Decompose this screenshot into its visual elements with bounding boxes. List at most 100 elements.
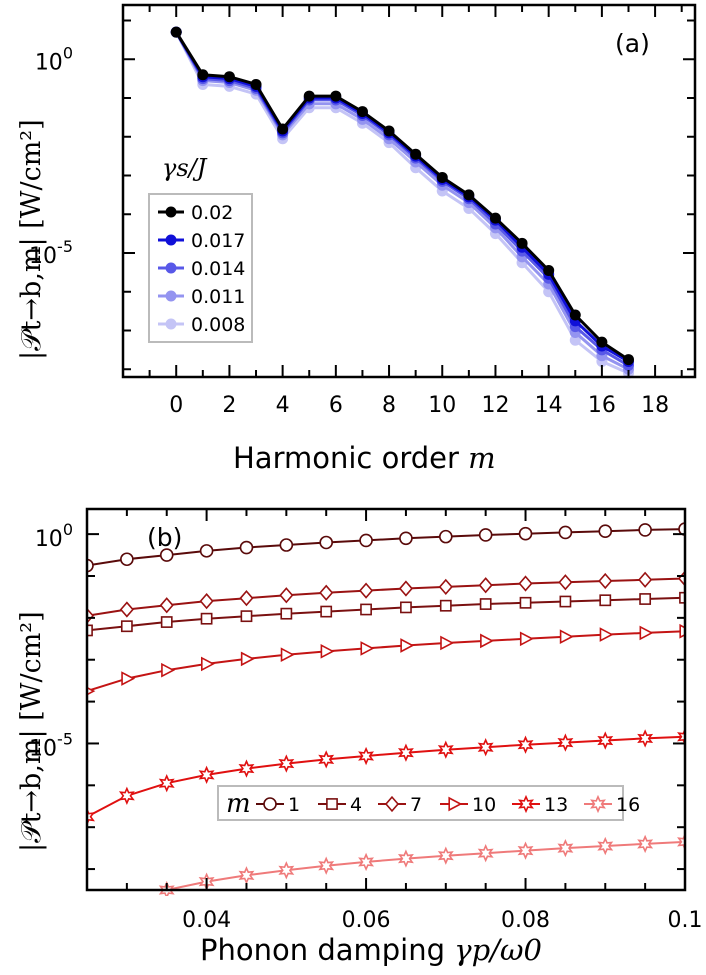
- data-point-b: [477, 843, 494, 863]
- data-point-b: [238, 866, 255, 885]
- data-point-b: [320, 605, 333, 618]
- panel-b-ticks: 0.04 0.06 0.08 0.1 100 10-5: [29, 509, 703, 933]
- series-line-b-4: [87, 596, 685, 632]
- panel-a-xlabel: Harmonic order m: [233, 441, 496, 475]
- data-point-b: [240, 651, 255, 667]
- x-tick-label-a: 10: [428, 393, 456, 418]
- y-tick-label-a: 10-5: [29, 237, 73, 269]
- data-point-b: [161, 662, 176, 678]
- panel-a-plot-area: [170, 26, 634, 379]
- series-line-b-16: [166, 840, 685, 891]
- data-point-b: [638, 523, 652, 537]
- y-tick-label-a: 100: [35, 43, 73, 75]
- series-line-b-10: [87, 630, 685, 693]
- data-point-b: [158, 774, 175, 793]
- legend-label-b: 1: [288, 794, 300, 816]
- data-point-b: [278, 861, 295, 880]
- legend-marker-a: [165, 290, 177, 302]
- data-point-b: [160, 616, 173, 628]
- series-line-b-7: [87, 577, 685, 617]
- data-point-b: [637, 729, 654, 748]
- x-tick-label-b: 0.1: [668, 908, 703, 933]
- panel-b-xlabel: Phonon damping γp/ω0: [200, 933, 542, 967]
- x-tick-label-a: 8: [382, 393, 396, 418]
- data-point-b: [558, 525, 573, 540]
- y-tick-label-b: 10-5: [29, 729, 73, 761]
- legend-marker-a: [165, 318, 177, 330]
- x-tick-label-a: 6: [329, 393, 343, 418]
- data-point-b: [159, 548, 174, 562]
- panel-b-plot-area: [87, 522, 685, 896]
- y-tick-label-b: 100: [35, 520, 73, 552]
- data-point-b: [400, 601, 412, 614]
- x-tick-label-a: 4: [276, 393, 290, 418]
- data-point-b: [480, 633, 494, 649]
- data-point-b: [397, 849, 414, 868]
- data-point-b: [198, 765, 215, 785]
- data-point-b: [397, 743, 414, 762]
- legend-label-b: 10: [472, 794, 496, 816]
- legend-marker-b: [384, 795, 400, 813]
- data-point-a: [223, 71, 235, 83]
- panel-a-ticks: 0 2 4 6 8 10 12 14 16 18 100 10-5: [29, 5, 695, 418]
- data-point-b: [517, 841, 534, 860]
- data-point-a: [197, 69, 209, 81]
- data-point-b: [478, 577, 493, 594]
- legend-title-a: γs/J: [162, 154, 208, 182]
- data-point-b: [557, 733, 574, 752]
- data-point-a: [277, 123, 289, 135]
- data-point-b: [677, 832, 685, 852]
- x-tick-label-a: 16: [588, 393, 616, 418]
- data-point-a: [516, 237, 528, 249]
- data-point-b: [598, 572, 613, 590]
- panel-b-ylabel: |𝒫t→b,m| [W/cm²]: [16, 611, 47, 852]
- data-point-b: [440, 635, 455, 651]
- panel-a-frame: [121, 3, 697, 379]
- data-point-b: [599, 627, 614, 642]
- data-point-b: [278, 754, 295, 773]
- data-point-a: [569, 334, 581, 346]
- data-point-a: [250, 78, 262, 90]
- panel-a-tag: (a): [615, 29, 650, 58]
- data-point-b: [597, 731, 614, 750]
- legend-marker-a: [165, 262, 177, 274]
- data-point-b: [438, 529, 453, 544]
- data-point-a: [436, 171, 448, 183]
- data-point-a: [489, 212, 501, 224]
- data-point-b: [199, 544, 214, 558]
- data-point-b: [557, 838, 574, 858]
- data-point-b: [280, 647, 295, 663]
- data-point-b: [478, 528, 493, 542]
- data-point-b: [638, 571, 653, 588]
- panel-b-tag: (b): [147, 523, 182, 552]
- legend-items-a: 0.02 0.017 0.014 0.011 0.008: [158, 202, 245, 336]
- data-point-b: [319, 535, 334, 550]
- legend-label-a: 0.014: [191, 258, 245, 280]
- legend-marker-b: [263, 797, 277, 811]
- data-point-b: [399, 531, 413, 546]
- x-tick-label-a: 14: [535, 393, 563, 418]
- panel-a-ylabel: |𝒫t→b,m| [W/cm²]: [16, 119, 47, 360]
- data-point-b: [679, 591, 685, 604]
- data-point-b: [87, 607, 95, 624]
- data-point-b: [360, 603, 372, 616]
- data-point-b: [477, 738, 494, 757]
- data-point-b: [120, 552, 134, 567]
- legend-marker-b: [518, 794, 534, 814]
- data-point-b: [677, 727, 685, 746]
- panel-b-legend: m 1 4 7 10 13 16: [217, 785, 640, 821]
- legend-label-a: 0.017: [191, 230, 245, 252]
- legend-marker-b: [590, 794, 606, 814]
- data-point-b: [559, 629, 574, 645]
- data-point-b: [87, 558, 94, 573]
- data-point-b: [87, 807, 95, 826]
- data-point-b: [359, 533, 373, 548]
- legend-label-b: 4: [350, 794, 362, 816]
- data-point-b: [599, 594, 612, 607]
- data-point-b: [199, 592, 214, 610]
- data-point-b: [239, 540, 254, 555]
- data-point-b: [360, 641, 375, 656]
- data-point-b: [438, 578, 453, 595]
- legend-label-a: 0.02: [191, 202, 233, 224]
